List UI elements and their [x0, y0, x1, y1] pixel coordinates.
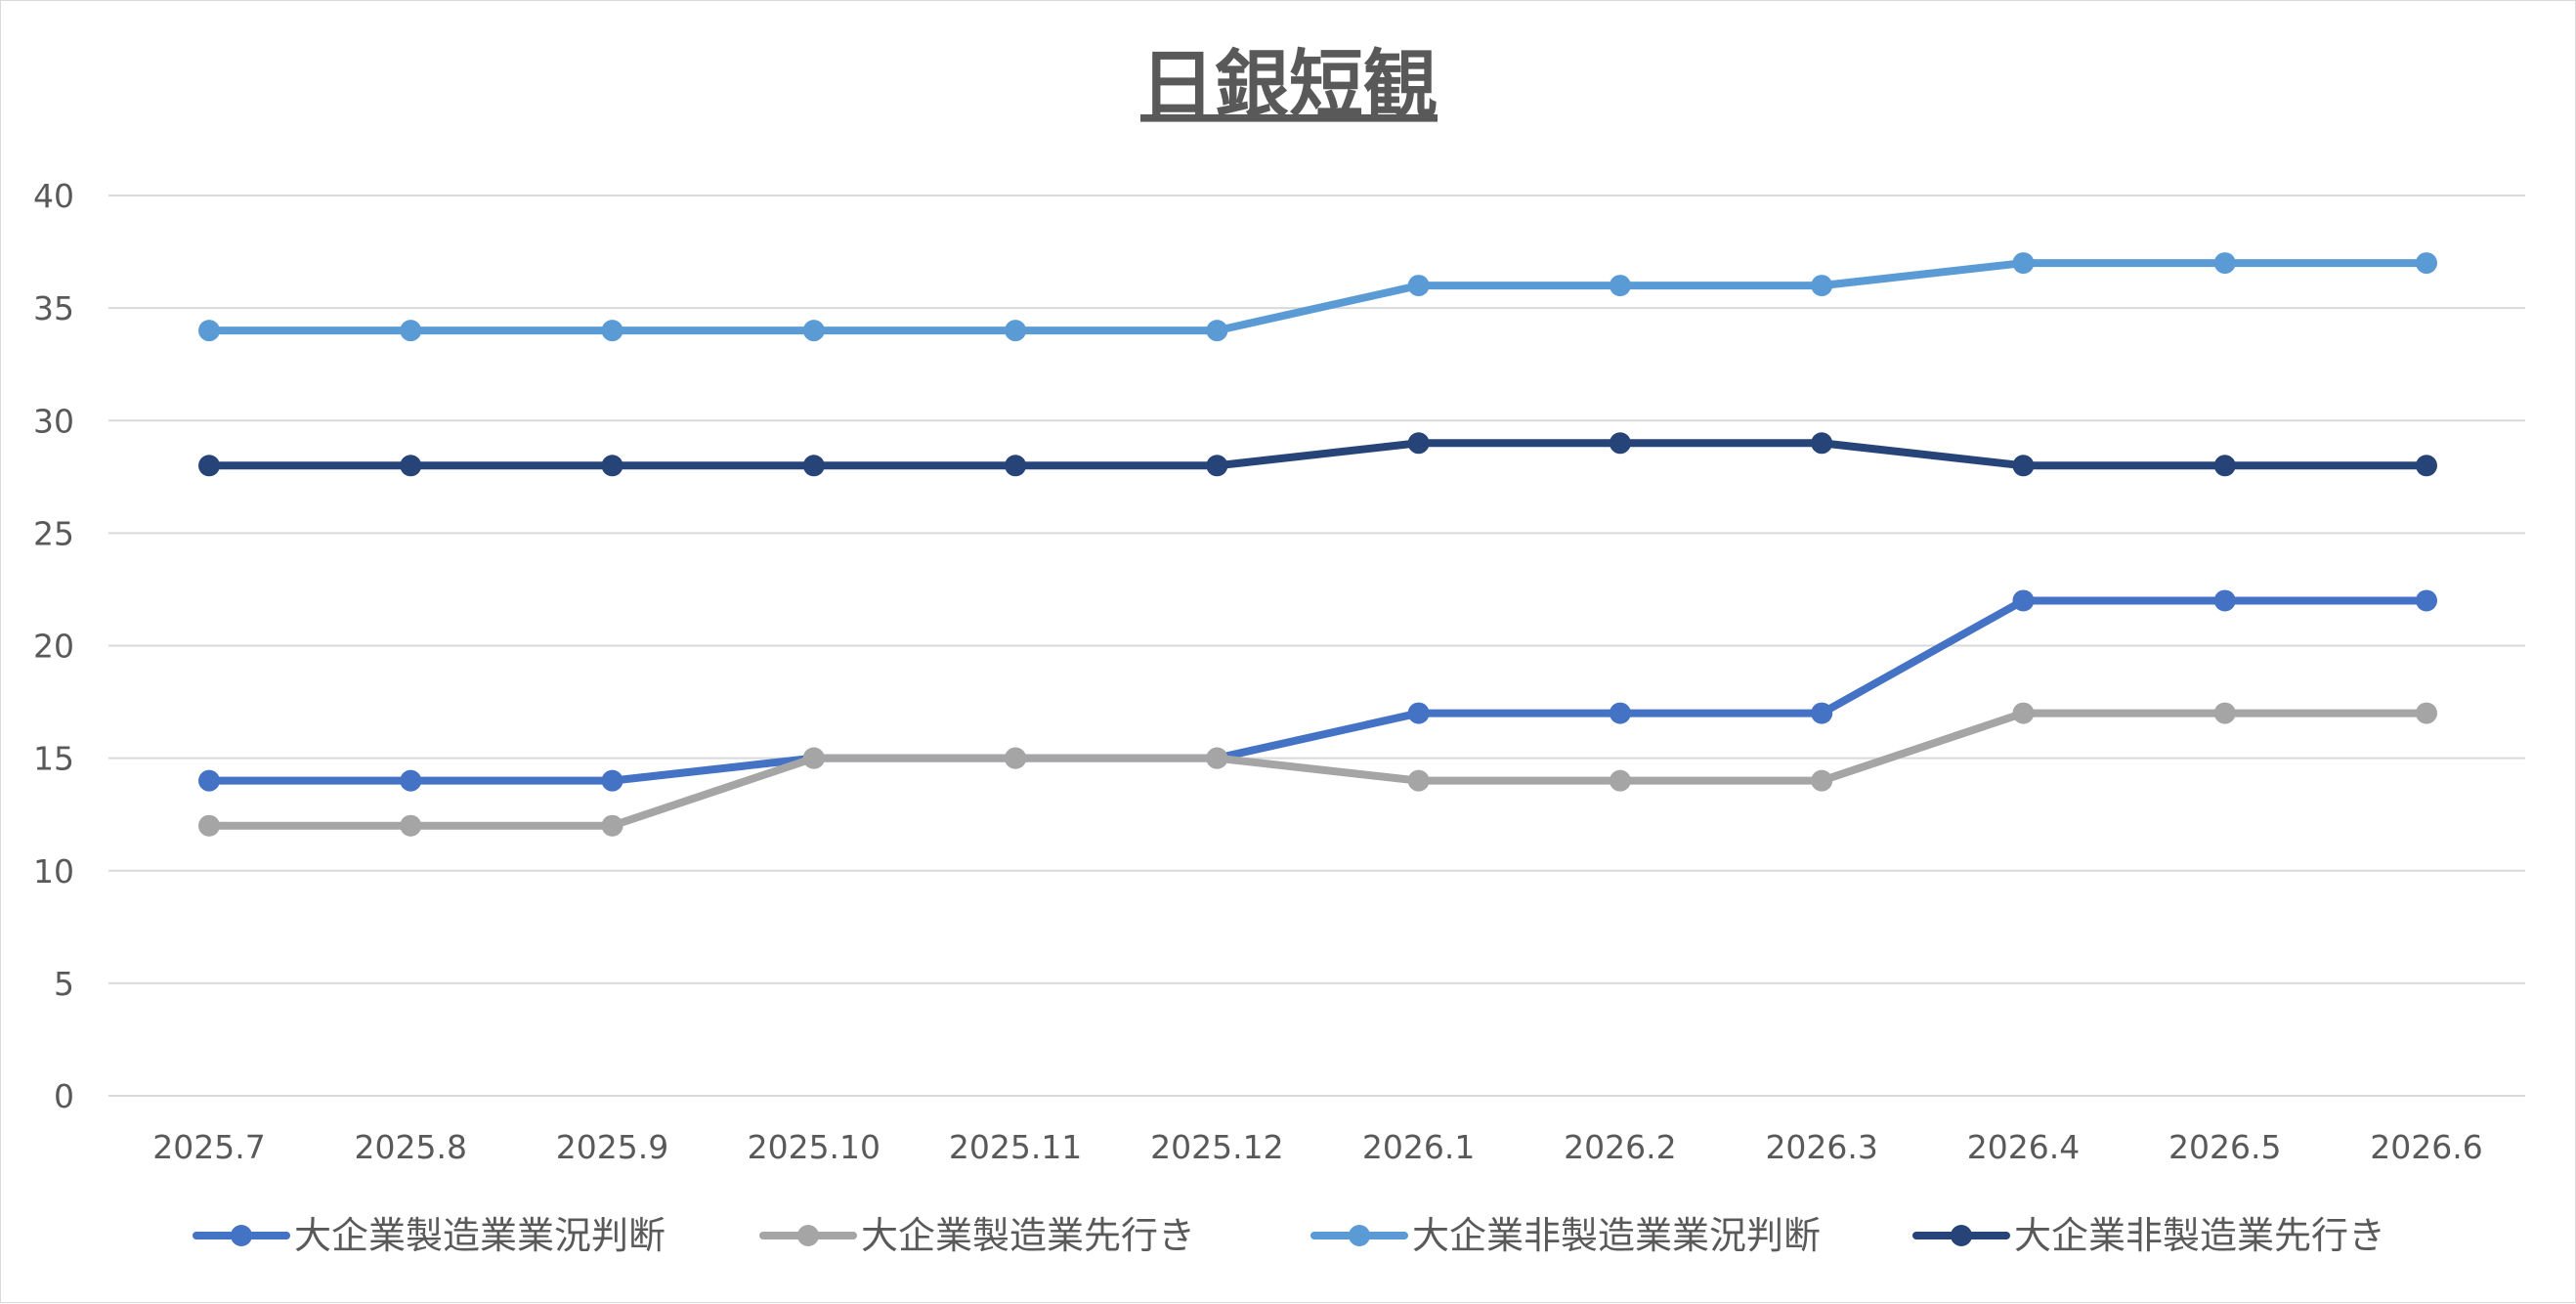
gridlines: [108, 195, 2525, 1097]
data-point: [1811, 432, 1833, 455]
data-point: [2213, 252, 2236, 275]
legend-marker: [231, 1225, 252, 1246]
series-line: [205, 596, 2430, 785]
x-tick-label: 2026.5: [2168, 1128, 2281, 1166]
data-point: [400, 455, 422, 477]
data-point: [198, 455, 220, 477]
data-point: [1811, 275, 1833, 297]
chart-title: 日銀短観: [1140, 41, 1438, 128]
series-plot-area: [198, 252, 2437, 837]
data-point: [601, 814, 623, 837]
data-point: [1005, 320, 1027, 342]
data-point: [1609, 275, 1631, 297]
data-point: [1407, 275, 1430, 297]
x-tick-label: 2026.4: [1967, 1128, 2080, 1166]
data-point: [400, 769, 422, 792]
data-point: [400, 320, 422, 342]
data-point: [2416, 252, 2437, 275]
data-point: [1407, 432, 1430, 455]
series-3: [198, 252, 2437, 342]
data-point: [1609, 432, 1631, 455]
series-line: [205, 439, 2430, 470]
x-tick-label: 2025.8: [355, 1128, 467, 1166]
x-axis-tick-labels: 2025.7 2025.8 2025.9 2025.10 2025.11 2025.12 2…: [152, 1128, 2482, 1166]
legend-label: 大企業非製造業先行き: [2014, 1214, 2385, 1257]
data-point: [1206, 320, 1228, 342]
data-point: [1407, 769, 1430, 792]
legend: 大企業製造業業況判断 大企業製造業先行き 大企業非製造業業況判断 大企業非製造業先行き: [193, 1214, 2385, 1257]
data-point: [1206, 747, 1228, 769]
data-point: [2012, 702, 2035, 724]
data-point: [2213, 455, 2236, 477]
y-tick-label: 40: [33, 177, 74, 215]
data-point: [2416, 702, 2437, 724]
data-point: [1206, 455, 1228, 477]
x-tick-label: 2025.12: [1150, 1128, 1283, 1166]
y-tick-label: 25: [33, 514, 74, 552]
legend-label: 大企業非製造業業況判断: [1412, 1214, 1821, 1257]
x-tick-label: 2026.1: [1362, 1128, 1475, 1166]
data-point: [1407, 702, 1430, 724]
data-point: [1811, 702, 1833, 724]
y-tick-label: 10: [33, 852, 74, 891]
legend-marker: [1349, 1225, 1370, 1246]
data-point: [1811, 769, 1833, 792]
data-point: [198, 769, 220, 792]
data-point: [2012, 589, 2035, 612]
data-point: [601, 320, 623, 342]
y-tick-label: 5: [54, 965, 74, 1003]
data-point: [1005, 747, 1027, 769]
series-1: [198, 589, 2437, 792]
data-point: [198, 320, 220, 342]
legend-label: 大企業製造業業況判断: [294, 1214, 665, 1257]
data-point: [2012, 252, 2035, 275]
y-tick-label: 35: [33, 289, 74, 327]
data-point: [1609, 769, 1631, 792]
y-tick-label: 20: [33, 628, 74, 666]
data-point: [2416, 589, 2437, 612]
x-tick-label: 2026.3: [1765, 1128, 1877, 1166]
series-2: [198, 702, 2437, 837]
legend-label: 大企業製造業先行き: [861, 1214, 1195, 1257]
x-tick-label: 2025.7: [152, 1128, 265, 1166]
data-point: [2012, 455, 2035, 477]
legend-item: 大企業製造業先行き: [759, 1214, 1195, 1257]
series-line: [205, 259, 2430, 335]
series-4: [198, 432, 2437, 477]
x-tick-label: 2025.10: [748, 1128, 880, 1166]
data-point: [601, 455, 623, 477]
data-point: [198, 814, 220, 837]
x-tick-label: 2025.11: [949, 1128, 1082, 1166]
data-point: [601, 769, 623, 792]
y-tick-label: 30: [33, 402, 74, 440]
data-point: [2213, 589, 2236, 612]
series-line: [205, 709, 2430, 830]
x-tick-label: 2026.2: [1564, 1128, 1676, 1166]
data-point: [802, 320, 825, 342]
data-point: [1005, 455, 1027, 477]
data-point: [1609, 702, 1631, 724]
data-point: [802, 747, 825, 769]
legend-item: 大企業非製造業先行き: [1912, 1214, 2385, 1257]
y-tick-label: 15: [33, 740, 74, 778]
x-tick-label: 2026.6: [2370, 1128, 2482, 1166]
legend-marker: [1951, 1225, 1972, 1246]
y-axis-tick-labels: 0 5 10 15 20 25 30 35 40: [33, 177, 74, 1115]
data-point: [2213, 702, 2236, 724]
data-point: [802, 455, 825, 477]
x-tick-label: 2025.9: [556, 1128, 668, 1166]
y-tick-label: 0: [54, 1077, 74, 1115]
data-point: [400, 814, 422, 837]
legend-item: 大企業製造業業況判断: [193, 1214, 665, 1257]
legend-item: 大企業非製造業業況判断: [1310, 1214, 1821, 1257]
legend-marker: [797, 1225, 819, 1246]
data-point: [2416, 455, 2437, 477]
